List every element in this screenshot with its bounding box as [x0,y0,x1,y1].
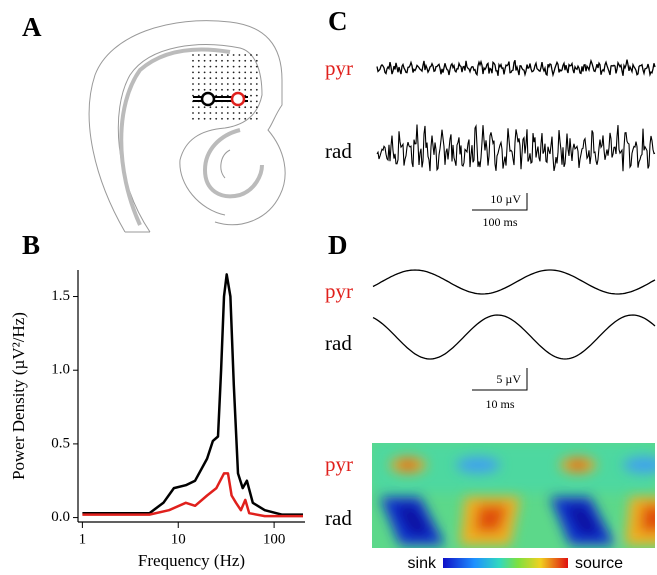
scale-label: 10 µV [490,192,521,206]
x-tick-label: 100 [263,531,286,547]
panel-label: B [22,230,40,260]
panel-label: A [22,12,42,42]
power-spectrum-chart: 0.0 0.5 1.0 1.5 1 10 100 Frequency (Hz) Power De… [9,270,305,570]
row-label: rad [325,139,352,163]
csd-map [372,443,655,548]
trace [376,123,656,172]
scale-bar [472,368,528,391]
scale-label: 10 ms [485,397,514,411]
y-axis-title: Power Density (µV²/Hz) [9,312,28,480]
row-label: pyr [325,279,353,303]
trace [376,58,656,78]
y-tick-label: 1.0 [51,362,70,378]
hippocampus-drawing [88,20,286,233]
colorbar-label: source [575,555,623,572]
line-series [82,472,303,518]
x-tick-label: 1 [79,531,87,547]
trace [372,269,656,295]
trace [372,314,656,360]
row-label: rad [325,331,352,355]
y-tick-label: 1.5 [51,288,70,304]
x-axis-title: Frequency (Hz) [138,551,245,570]
row-label: rad [325,506,352,530]
panel-label: C [328,6,348,36]
panel-label: D [328,230,348,260]
colorbar-label: sink [408,555,437,572]
scale-label: 100 ms [482,215,517,229]
row-label: pyr [325,56,353,80]
y-tick-label: 0.0 [51,509,70,525]
colorbar [443,558,568,568]
scale-bar [472,193,528,211]
line-series [82,273,303,516]
x-tick-label: 10 [171,531,186,547]
y-tick-label: 0.5 [51,435,70,451]
scale-label: 5 µV [496,372,521,386]
row-label: pyr [325,452,353,476]
